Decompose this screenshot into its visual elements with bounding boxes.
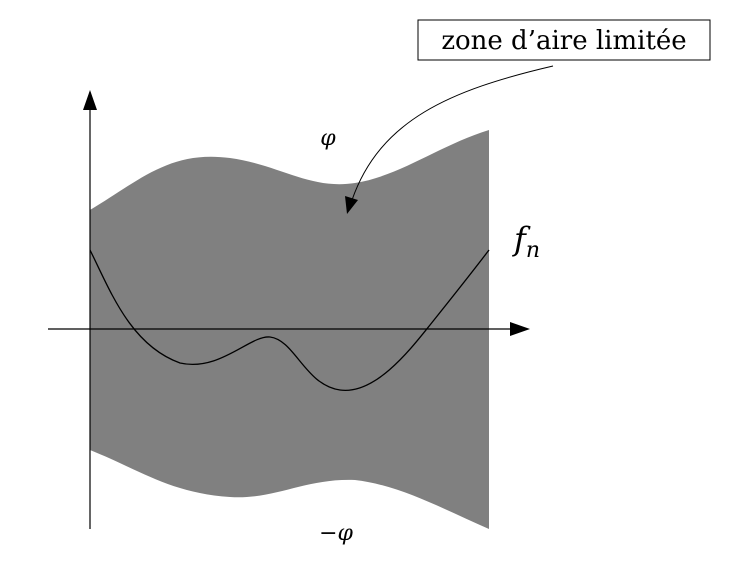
- annotation-arrowhead: [345, 196, 358, 214]
- annotation-arrow: [351, 65, 554, 201]
- annotation-box: [417, 19, 711, 61]
- annotation-text: zone d’aire limitée: [441, 26, 686, 56]
- function-label: fn: [512, 220, 540, 263]
- function-curve: [89, 249, 490, 391]
- x-axis-arrow: [510, 322, 530, 336]
- function-label-subscript: n: [526, 238, 540, 263]
- y-axis-arrow: [83, 90, 97, 110]
- lower-bound-label: −φ: [319, 521, 353, 546]
- upper-bound-label: φ: [320, 126, 336, 151]
